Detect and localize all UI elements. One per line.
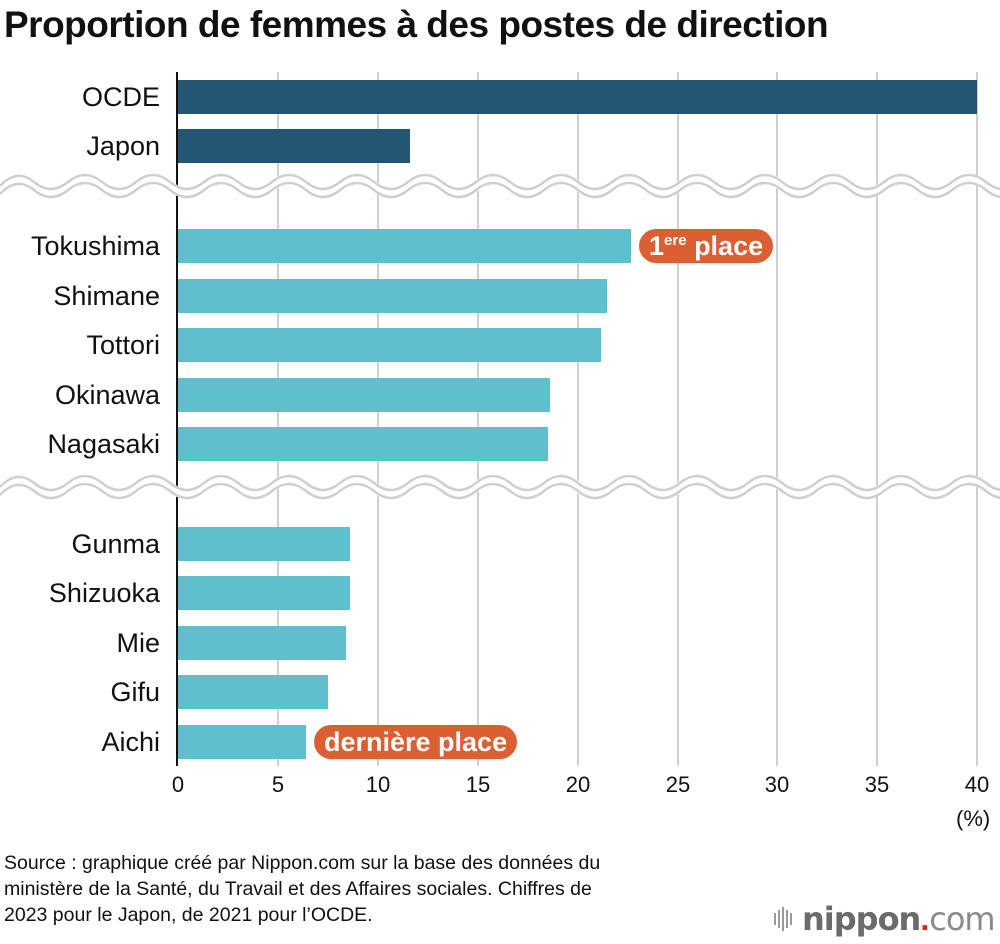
source-note: Source : graphique créé par Nippon.com s…	[4, 850, 804, 928]
x-tick-35: 35	[864, 772, 890, 797]
badge-last-text: dernière place	[324, 727, 508, 757]
y-axis-line	[176, 72, 178, 766]
x-tick-5: 5	[271, 772, 285, 797]
bar-okinawa	[178, 378, 550, 412]
badge-rank-text: place	[686, 231, 764, 261]
source-line-3: 2023 pour le Japon, de 2021 pour l’OCDE.	[4, 904, 373, 926]
category-label-okinawa: Okinawa	[54, 380, 160, 410]
category-label-nagasaki: Nagasaki	[47, 429, 160, 459]
logo-dot: .	[920, 900, 930, 937]
bar-aichi	[178, 725, 306, 759]
x-tick-10: 10	[365, 772, 391, 797]
axis-break-2	[0, 474, 1000, 500]
bar-japon	[178, 129, 410, 163]
x-tick-15: 15	[465, 772, 491, 797]
x-axis-unit: (%)	[956, 806, 991, 831]
chart-title: Proportion de femmes à des postes de dir…	[4, 4, 829, 45]
first-place-badge: 1ere place	[639, 229, 774, 263]
gridline-25	[677, 72, 679, 766]
bar-mie	[178, 626, 346, 660]
last-place-badge: dernière place	[314, 725, 518, 759]
bar-shizuoka	[178, 576, 350, 610]
category-label-tottori: Tottori	[86, 330, 160, 360]
logo-name: nippon	[802, 900, 921, 938]
bar-gunma	[178, 527, 350, 561]
category-label-shizuoka: Shizuoka	[48, 578, 160, 608]
category-label-mie: Mie	[116, 628, 160, 658]
gridline-5	[277, 72, 279, 766]
x-tick-30: 30	[764, 772, 790, 797]
x-tick-0: 0	[171, 772, 185, 797]
nippon-logo: nippon. com	[774, 900, 996, 938]
x-tick-40: 40	[964, 772, 990, 797]
bar-gifu	[178, 675, 328, 709]
gridline-15	[477, 72, 479, 766]
bar-shimane	[178, 279, 608, 313]
badge-rank-number: 1	[649, 231, 665, 261]
bar-tottori	[178, 328, 602, 362]
gridline-35	[876, 72, 878, 766]
bar-tokushima	[178, 229, 632, 263]
category-label-aichi: Aichi	[101, 727, 160, 757]
bar-nagasaki	[178, 427, 548, 461]
category-label-tokushima: Tokushima	[30, 231, 160, 261]
category-label-japon: Japon	[86, 131, 160, 161]
category-label-gifu: Gifu	[110, 677, 160, 707]
source-line-1: Source : graphique créé par Nippon.com s…	[4, 852, 601, 874]
gridline-20	[577, 72, 579, 766]
x-tick-25: 25	[665, 772, 691, 797]
category-label-shimane: Shimane	[53, 281, 160, 311]
gridline-40	[976, 72, 978, 766]
category-label-ocde: OCDE	[81, 82, 160, 112]
gridline-10	[377, 72, 379, 766]
bar-ocde	[178, 80, 977, 114]
logo-tld: com	[929, 900, 995, 938]
badge-rank-suffix: ere	[664, 232, 687, 249]
axis-break-1	[0, 173, 1000, 199]
category-label-gunma: Gunma	[71, 529, 160, 559]
gridline-30	[776, 72, 778, 766]
logo-bars-icon	[774, 907, 792, 931]
source-line-2: ministère de la Santé, du Travail et des…	[4, 878, 592, 900]
x-tick-20: 20	[565, 772, 591, 797]
